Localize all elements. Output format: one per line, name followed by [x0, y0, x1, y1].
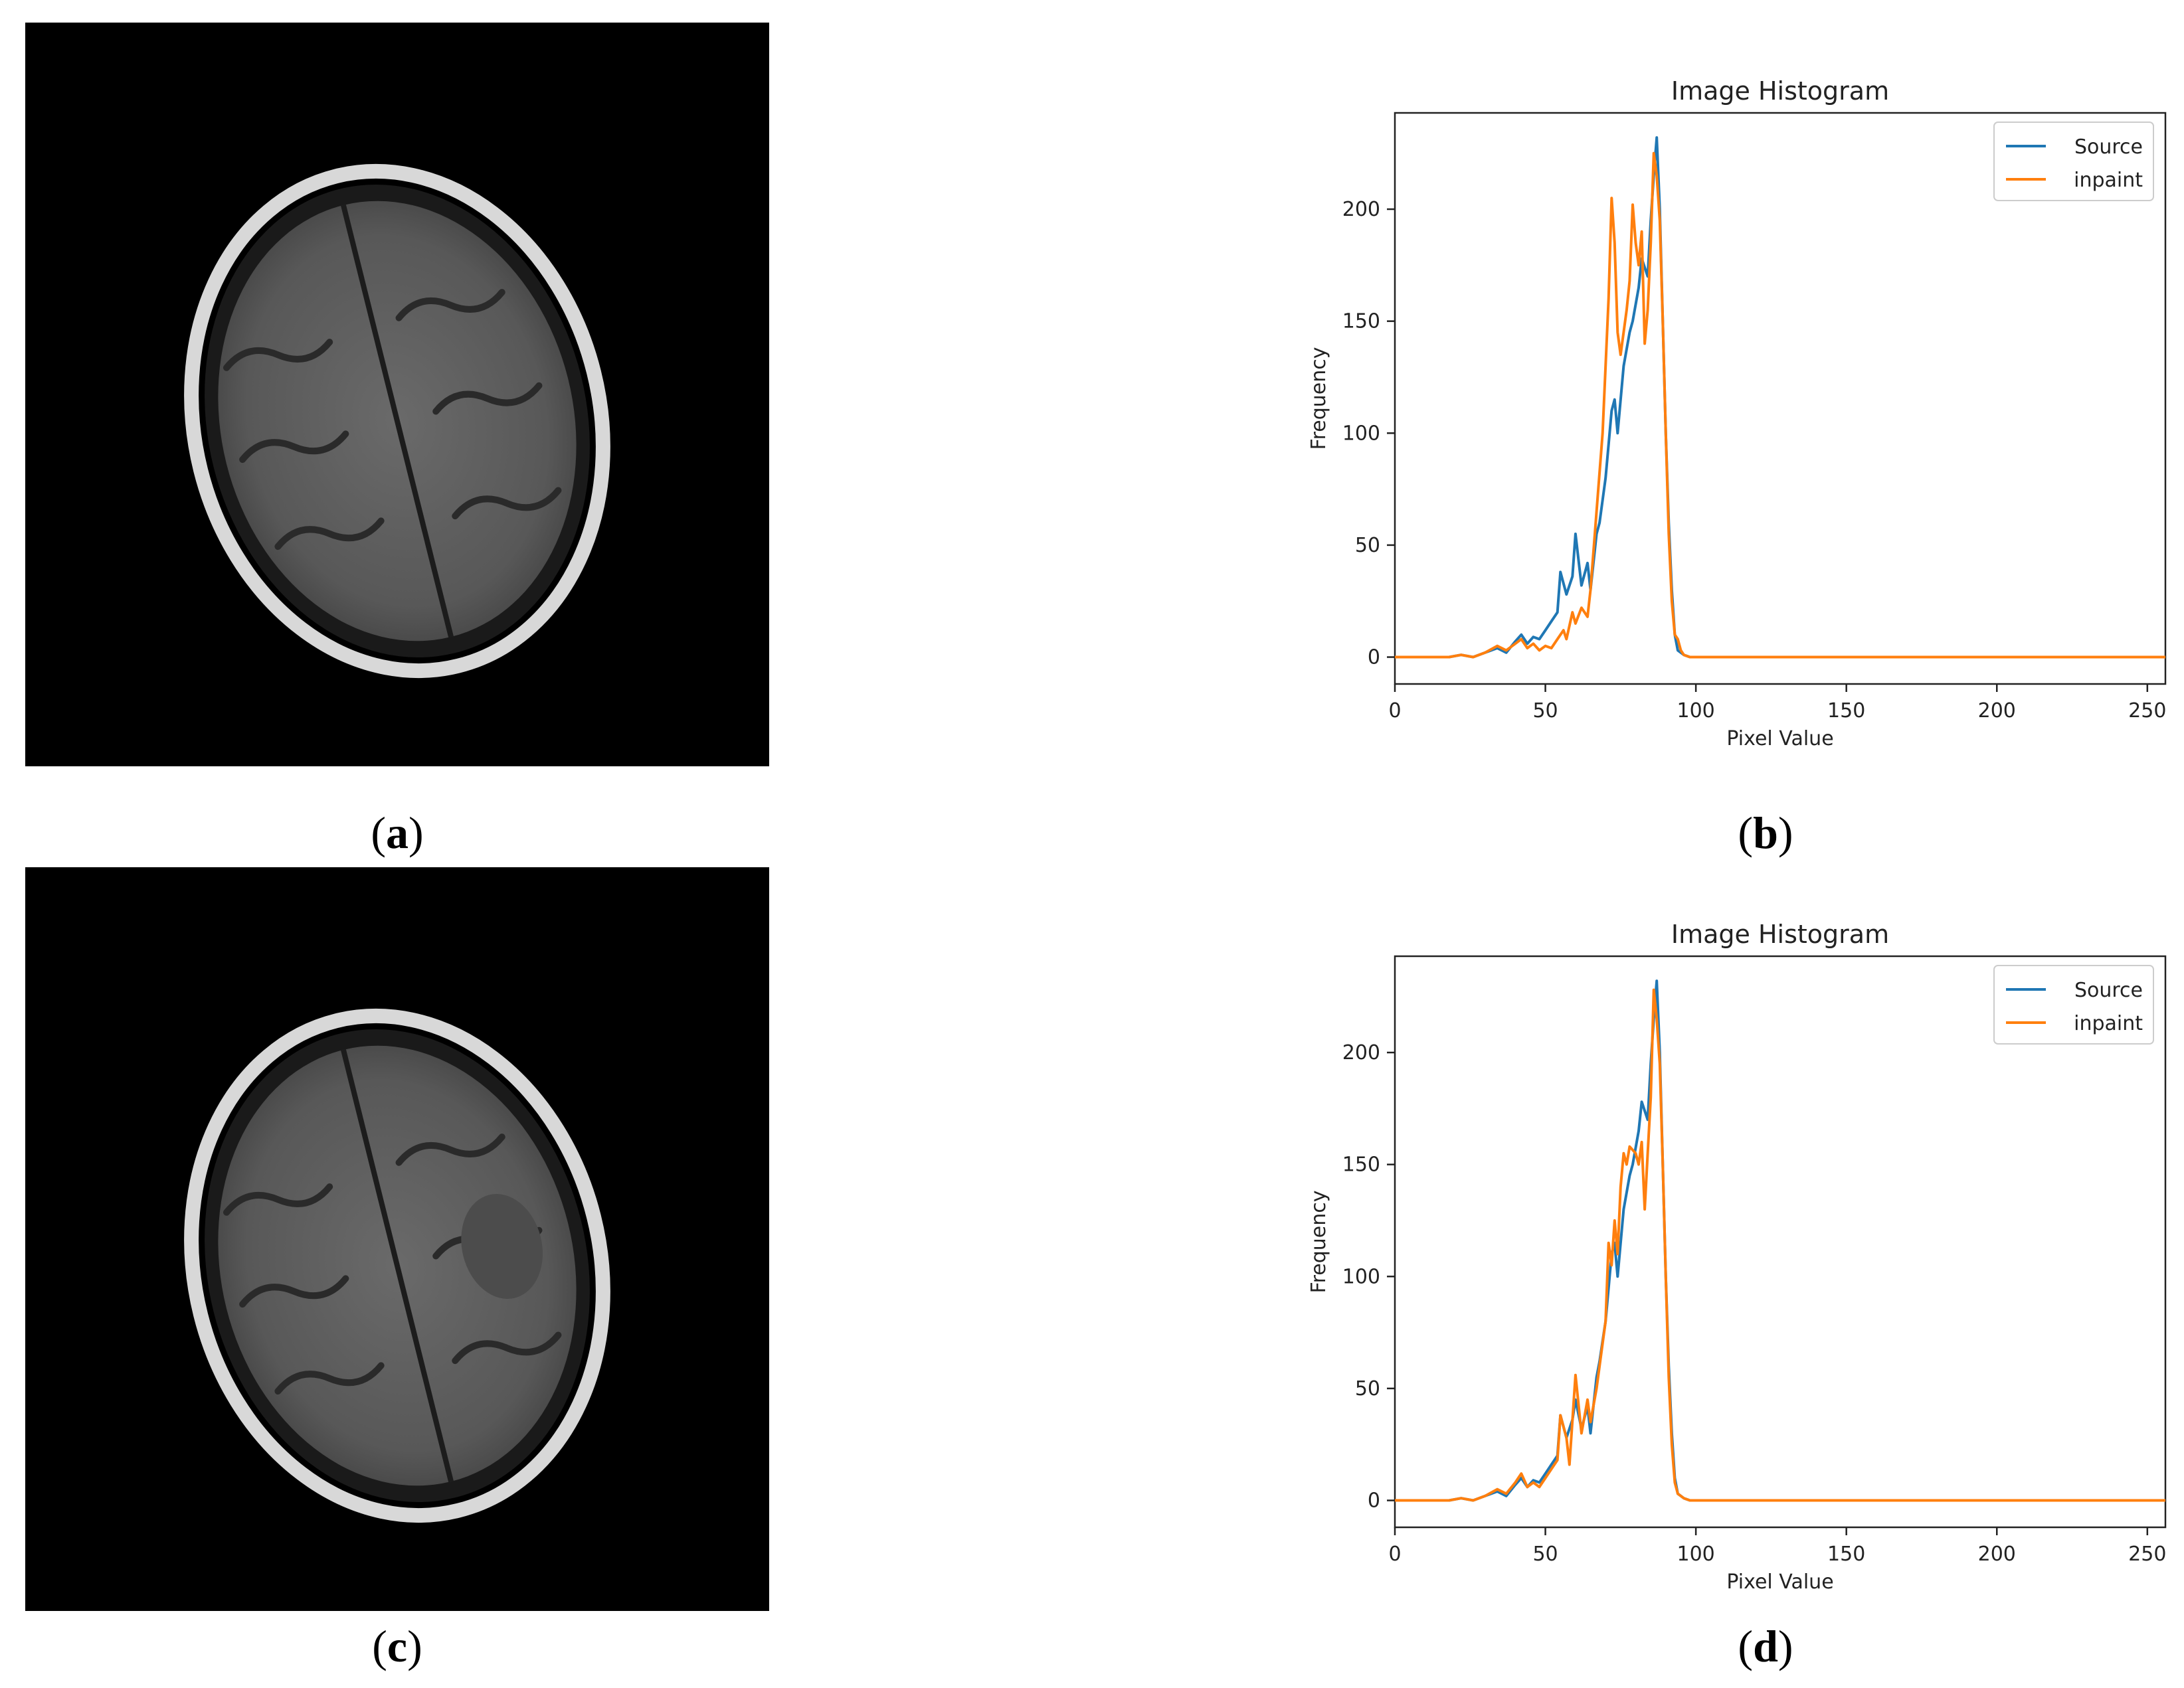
x-axis-label: Pixel Value: [1726, 727, 1833, 750]
y-axis-label: Frequency: [1307, 347, 1330, 450]
x-axis-label: Pixel Value: [1726, 1570, 1833, 1594]
histogram-chart-d: Image Histogram 0 50 100 150 200 250 0 50 100 150 2…: [1295, 910, 2172, 1600]
series-line-source: [1395, 979, 2165, 1502]
mri-image-c: [25, 867, 769, 1611]
legend-label: Source: [2074, 979, 2143, 1002]
x-tick-label: 250: [2128, 1543, 2166, 1566]
y-tick-label: 0: [1368, 646, 1380, 669]
legend-box: [1993, 965, 2154, 1045]
x-tick-label: 0: [1388, 699, 1401, 722]
mri-brain-a: [184, 163, 610, 679]
y-tick-label: 0: [1368, 1489, 1380, 1513]
y-tick-label: 150: [1342, 1153, 1380, 1177]
y-tick-label: 200: [1342, 198, 1380, 221]
x-tick-label: 100: [1677, 1543, 1714, 1566]
x-tick-label: 150: [1827, 1543, 1865, 1566]
caption-b: (b): [1738, 807, 1793, 858]
y-tick-label: 50: [1355, 534, 1380, 557]
caption-d: (d): [1738, 1621, 1793, 1671]
series-line-source: [1395, 136, 2165, 659]
caption-a: (a): [371, 807, 424, 858]
axes-frame: [1394, 955, 2167, 1529]
legend-box: [1993, 122, 2154, 201]
y-tick-label: 100: [1342, 422, 1380, 445]
legend-label: Source: [2074, 135, 2143, 159]
axes-frame: [1394, 112, 2167, 685]
mri-image-a: [25, 23, 769, 766]
histogram-svg-d: Image Histogram 0 50 100 150 200 250 0 50 100 150 2…: [1307, 920, 2167, 1594]
x-tick-label: 50: [1532, 1543, 1558, 1566]
y-tick-label: 100: [1342, 1265, 1380, 1288]
caption-c: (c): [372, 1621, 422, 1671]
series-line-inpaint: [1395, 988, 2165, 1502]
chart-title: Image Histogram: [1671, 920, 1889, 949]
x-tick-label: 250: [2128, 699, 2166, 722]
y-tick-label: 50: [1355, 1377, 1380, 1400]
mri-brain-c: [184, 1008, 610, 1523]
x-tick-label: 50: [1532, 699, 1558, 722]
x-tick-label: 100: [1677, 699, 1714, 722]
y-tick-label: 200: [1342, 1041, 1380, 1064]
x-tick-label: 200: [1978, 1543, 2016, 1566]
y-axis-label: Frequency: [1307, 1191, 1330, 1294]
chart-title: Image Histogram: [1671, 76, 1889, 106]
histogram-svg-b: Image Histogram 0 50 100 150 200 250 0 50 100 150 2…: [1307, 76, 2167, 750]
histogram-chart-b: Image Histogram 0 50 100 150 200 250 0 50 100 150 2…: [1295, 66, 2172, 757]
y-tick-label: 150: [1342, 310, 1380, 333]
series-line-inpaint: [1395, 151, 2165, 659]
legend-label: inpaint: [2074, 1012, 2143, 1035]
x-tick-label: 200: [1978, 699, 2016, 722]
x-tick-label: 150: [1827, 699, 1865, 722]
legend-label: inpaint: [2074, 169, 2143, 192]
x-tick-label: 0: [1388, 1543, 1401, 1566]
